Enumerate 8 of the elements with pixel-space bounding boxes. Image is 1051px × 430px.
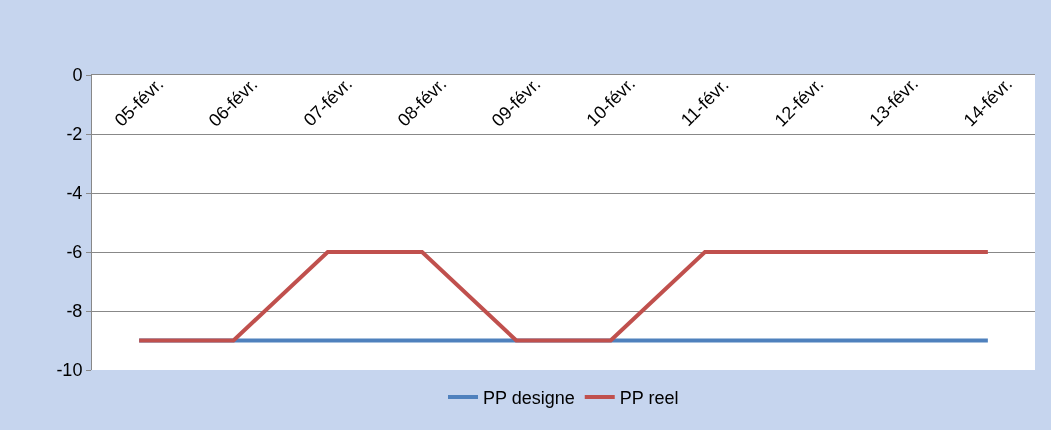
y-tick-label: -2 [66, 124, 83, 145]
y-tick-label: 0 [72, 65, 83, 86]
y-tick-label: -4 [66, 183, 83, 204]
legend-label: PP designe [483, 388, 575, 409]
y-tick-label: -10 [56, 360, 83, 381]
legend-label: PP reel [619, 388, 679, 409]
y-tick-label: -8 [66, 301, 83, 322]
y-tick-label: -6 [66, 242, 83, 263]
